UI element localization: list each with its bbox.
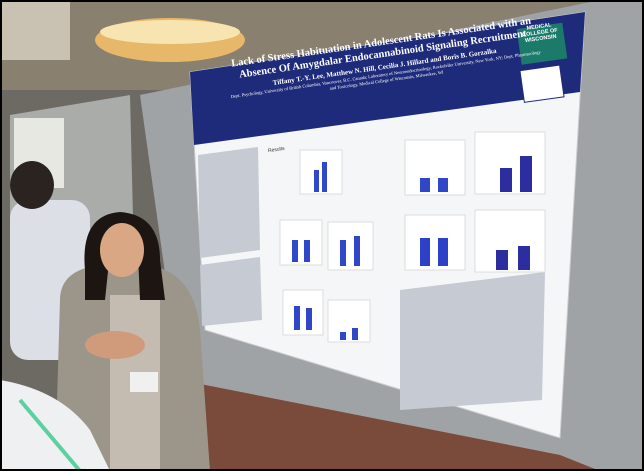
foreground-person [0, 380, 110, 471]
figure [327, 221, 374, 271]
figure-bar [438, 178, 448, 192]
figure [282, 289, 324, 336]
figure-bar [420, 238, 430, 266]
title-banner [190, 12, 585, 145]
figure-bar [354, 236, 360, 266]
figure-bar [520, 156, 532, 192]
logo-box-2 [519, 64, 565, 103]
presenter-face [100, 223, 144, 277]
figure [279, 219, 323, 266]
figure-bar [340, 332, 346, 340]
figure-bar [322, 162, 327, 192]
logo-box [516, 22, 568, 65]
name-badge [130, 372, 158, 392]
figure [404, 214, 466, 271]
figure-panels [279, 131, 546, 343]
presenter-hands [85, 331, 145, 359]
figure-bar [294, 306, 300, 330]
text-column [198, 147, 260, 258]
figure [327, 299, 371, 343]
window [0, 0, 70, 60]
figure-bar [420, 178, 430, 192]
figure-bar [306, 308, 312, 330]
text-column [400, 272, 545, 410]
figure [404, 139, 466, 196]
figure-bar [304, 240, 310, 262]
figure-bar [438, 238, 448, 266]
figure-bar [292, 240, 298, 262]
figure-bar [496, 250, 508, 270]
figure [299, 149, 343, 195]
text-blocks [198, 147, 545, 410]
figure-bar [500, 168, 512, 192]
background-person-head [10, 161, 54, 209]
figure-bar [518, 246, 530, 270]
figure-bar [340, 240, 346, 266]
lanyard [18, 398, 82, 471]
lamp-glow [100, 20, 240, 44]
text-column [200, 257, 262, 326]
figure-bar [352, 328, 358, 340]
figure [474, 209, 546, 273]
figure-bar [314, 170, 319, 192]
